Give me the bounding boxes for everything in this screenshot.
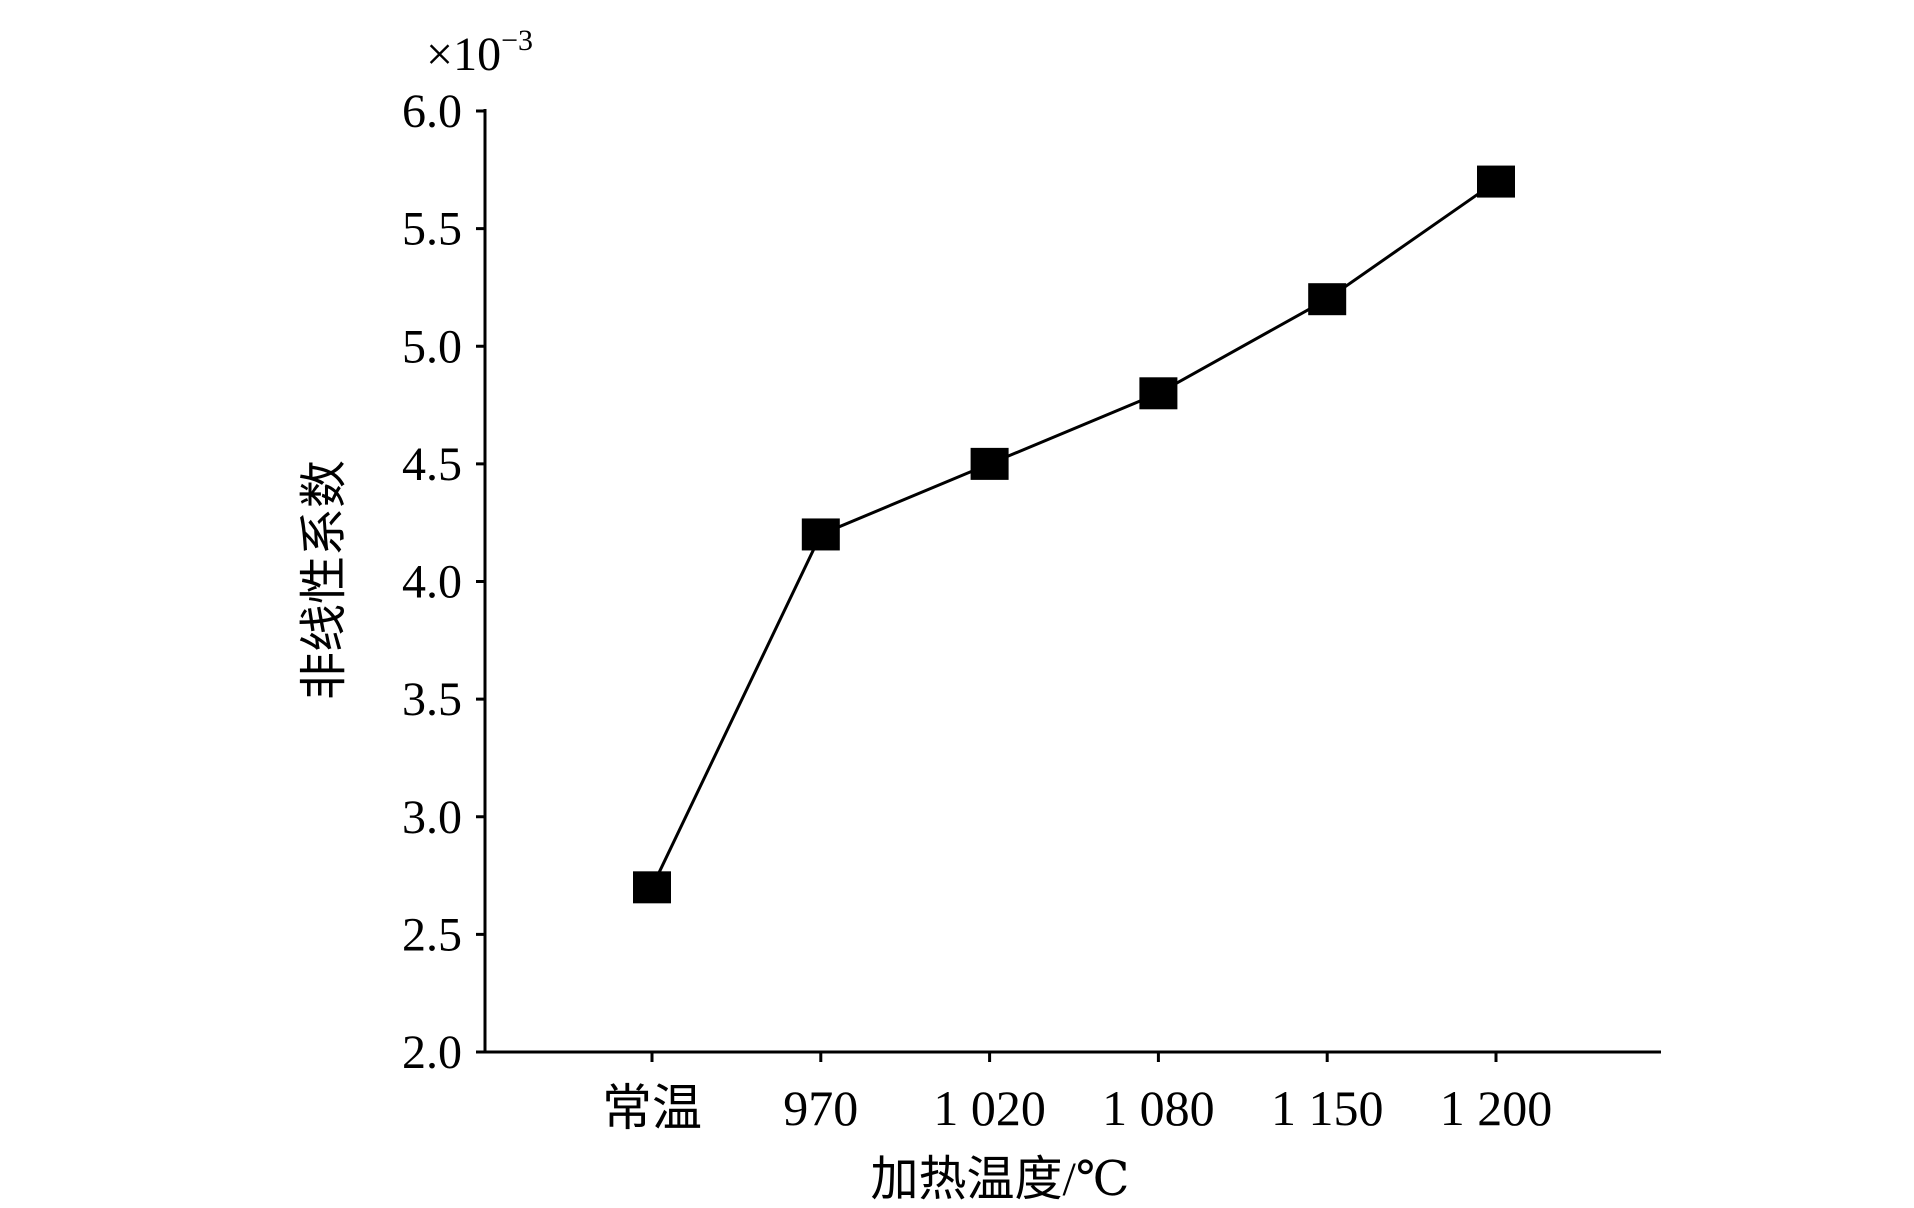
x-tick-label: 常温 [602, 1080, 702, 1136]
x-axis-label: 加热温度/℃ [870, 1153, 1129, 1206]
x-tick-label: 1 080 [1102, 1080, 1215, 1136]
data-point-marker [633, 871, 671, 904]
x-tick-label: 1 200 [1440, 1080, 1553, 1136]
y-tick-label: 5.0 [402, 320, 462, 373]
y-multiplier: ×10−3 [426, 24, 533, 81]
y-tick-label: 4.0 [402, 556, 462, 609]
y-tick-label: 2.0 [402, 1026, 462, 1079]
y-tick-label: 6.0 [402, 85, 462, 138]
data-point-marker [1139, 377, 1178, 410]
y-tick-label: 4.5 [402, 438, 462, 491]
y-tick-label: 3.0 [402, 791, 462, 844]
data-point-marker [801, 518, 840, 551]
x-tick-label: 970 [783, 1080, 858, 1136]
axes [483, 109, 1661, 1054]
x-tick-label: 1 020 [933, 1080, 1046, 1136]
y-tick-label: 5.5 [402, 203, 462, 256]
x-tick-label: 1 150 [1271, 1080, 1384, 1136]
series-line [650, 180, 1497, 888]
y-tick-label: 2.5 [402, 908, 462, 961]
y-tick-label: 3.5 [402, 673, 462, 726]
data-point-marker [970, 447, 1009, 480]
y-axis-label: 非线性系数 [298, 460, 351, 700]
data-point-marker [1308, 283, 1347, 316]
data-point-marker [1477, 165, 1515, 198]
